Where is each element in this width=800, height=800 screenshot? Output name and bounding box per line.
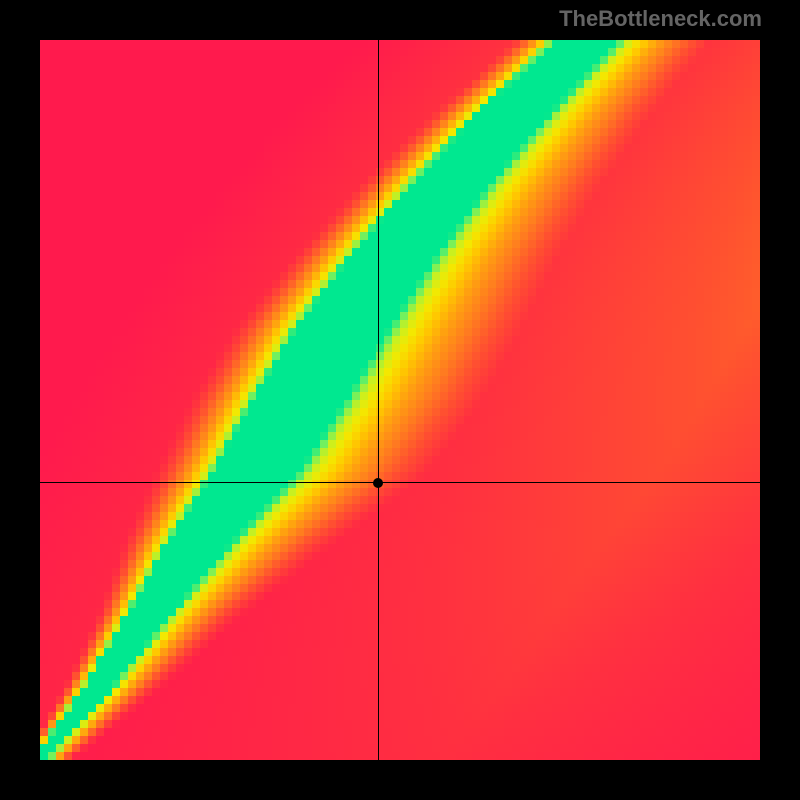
crosshair-horizontal (40, 482, 760, 483)
bottleneck-heatmap (40, 40, 760, 760)
crosshair-point (373, 478, 383, 488)
watermark-text: TheBottleneck.com (559, 6, 762, 32)
crosshair-vertical (378, 40, 379, 760)
